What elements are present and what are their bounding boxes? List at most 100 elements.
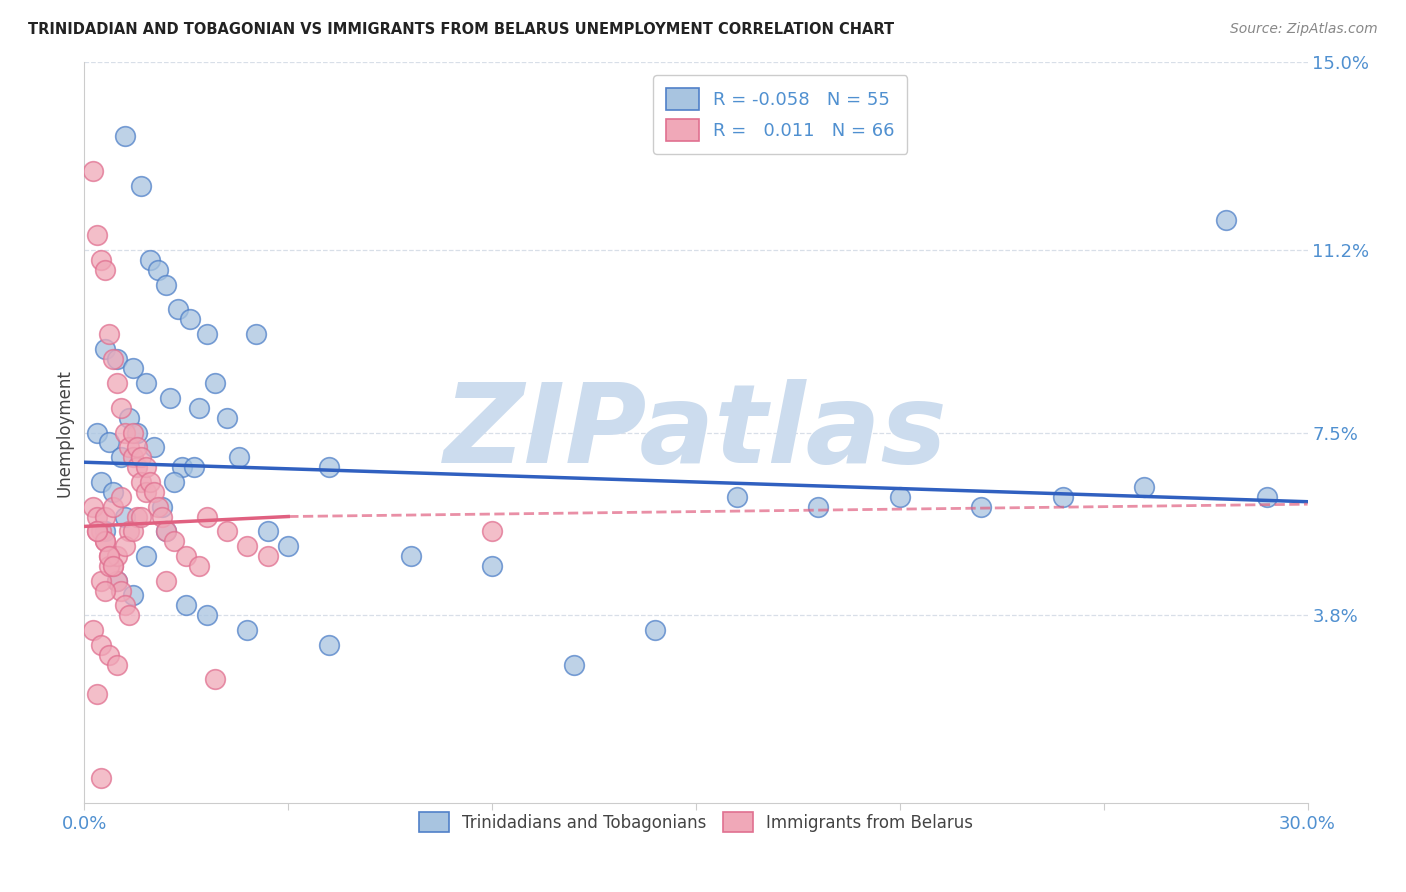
Point xyxy=(146,262,169,277)
Point xyxy=(127,425,149,440)
Point xyxy=(101,558,124,573)
Point xyxy=(277,539,299,553)
Y-axis label: Unemployment: Unemployment xyxy=(55,368,73,497)
Point xyxy=(93,524,115,539)
Point xyxy=(217,410,239,425)
Point xyxy=(142,484,165,499)
Point xyxy=(114,425,136,440)
Point xyxy=(118,410,141,425)
Point xyxy=(93,509,115,524)
Point xyxy=(105,376,128,391)
Point xyxy=(101,351,124,366)
Point xyxy=(135,549,157,563)
Point xyxy=(114,599,136,613)
Point xyxy=(122,450,145,465)
Point xyxy=(135,460,157,475)
Point xyxy=(105,657,128,672)
Point xyxy=(131,178,153,193)
Point xyxy=(118,608,141,623)
Point xyxy=(183,460,205,475)
Point xyxy=(82,500,104,514)
Point xyxy=(131,450,153,465)
Point xyxy=(90,771,112,785)
Point xyxy=(86,509,108,524)
Point xyxy=(236,623,259,637)
Point xyxy=(257,524,280,539)
Point xyxy=(204,376,226,391)
Point xyxy=(131,475,153,489)
Text: ZIPatlas: ZIPatlas xyxy=(444,379,948,486)
Point xyxy=(114,509,136,524)
Point xyxy=(155,524,177,539)
Point xyxy=(138,475,160,489)
Point xyxy=(399,549,422,563)
Point xyxy=(970,500,993,514)
Point xyxy=(105,574,128,588)
Point xyxy=(135,484,157,499)
Point xyxy=(204,673,226,687)
Point xyxy=(167,302,190,317)
Point xyxy=(122,361,145,376)
Point xyxy=(187,401,209,415)
Point xyxy=(114,539,136,553)
Point xyxy=(105,351,128,366)
Point xyxy=(228,450,250,465)
Point xyxy=(122,589,145,603)
Point xyxy=(172,460,194,475)
Point xyxy=(142,441,165,455)
Point xyxy=(127,460,149,475)
Point xyxy=(93,342,115,356)
Point xyxy=(93,534,115,549)
Point xyxy=(174,599,197,613)
Point xyxy=(97,549,120,563)
Point xyxy=(93,262,115,277)
Point xyxy=(122,425,145,440)
Point xyxy=(118,441,141,455)
Point xyxy=(155,574,177,588)
Point xyxy=(163,475,186,489)
Legend: Trinidadians and Tobagonians, Immigrants from Belarus: Trinidadians and Tobagonians, Immigrants… xyxy=(412,805,980,838)
Point xyxy=(318,638,340,652)
Point xyxy=(110,490,132,504)
Text: TRINIDADIAN AND TOBAGONIAN VS IMMIGRANTS FROM BELARUS UNEMPLOYMENT CORRELATION C: TRINIDADIAN AND TOBAGONIAN VS IMMIGRANTS… xyxy=(28,22,894,37)
Point xyxy=(90,524,112,539)
Point xyxy=(97,435,120,450)
Point xyxy=(150,509,173,524)
Point xyxy=(101,558,124,573)
Point xyxy=(86,687,108,701)
Point xyxy=(481,558,503,573)
Point xyxy=(101,500,124,514)
Point xyxy=(146,500,169,514)
Point xyxy=(644,623,666,637)
Point xyxy=(110,583,132,598)
Point xyxy=(105,574,128,588)
Point xyxy=(101,484,124,499)
Point xyxy=(90,252,112,267)
Point xyxy=(150,500,173,514)
Point xyxy=(86,425,108,440)
Point xyxy=(195,326,218,341)
Point xyxy=(97,648,120,662)
Point xyxy=(93,583,115,598)
Point xyxy=(122,524,145,539)
Point xyxy=(179,312,201,326)
Point xyxy=(93,534,115,549)
Point xyxy=(236,539,259,553)
Point xyxy=(86,228,108,243)
Point xyxy=(90,574,112,588)
Point xyxy=(163,534,186,549)
Point xyxy=(1215,213,1237,227)
Point xyxy=(118,524,141,539)
Point xyxy=(1052,490,1074,504)
Point xyxy=(195,509,218,524)
Text: Source: ZipAtlas.com: Source: ZipAtlas.com xyxy=(1230,22,1378,37)
Point xyxy=(174,549,197,563)
Point xyxy=(257,549,280,563)
Point xyxy=(86,524,108,539)
Point xyxy=(725,490,748,504)
Point xyxy=(131,509,153,524)
Point xyxy=(481,524,503,539)
Point xyxy=(807,500,830,514)
Point xyxy=(159,391,181,405)
Point xyxy=(82,623,104,637)
